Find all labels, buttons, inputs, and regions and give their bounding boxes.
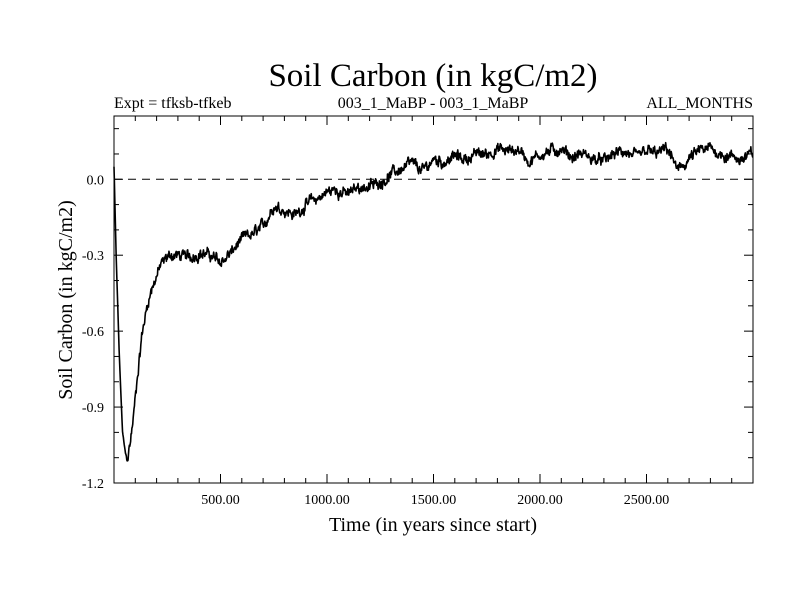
y-tick-label: 0.0: [87, 173, 105, 188]
y-tick-label: -0.6: [82, 325, 104, 340]
x-tick-label: 2500.00: [624, 493, 670, 508]
x-tick-label: 2000.00: [517, 493, 563, 508]
plot-frame: [113, 115, 754, 484]
x-axis-label: Time (in years since start): [329, 514, 537, 536]
period-label: 003_1_MaBP - 003_1_MaBP: [338, 95, 529, 112]
y-tick-label: -1.2: [82, 477, 104, 492]
experiment-label: Expt = tfksb-tfkeb: [114, 95, 231, 112]
soil-carbon-series-line: [113, 141, 754, 462]
x-tick-label: 1500.00: [411, 493, 457, 508]
y-axis-label: Soil Carbon (in kgC/m2): [55, 200, 77, 399]
months-label: ALL_MONTHS: [646, 95, 753, 112]
chart-title: Soil Carbon (in kgC/m2): [268, 58, 597, 94]
plot-area: 500.00 1000.00 1500.00 2000.00 2500.00 -1.2 -0…: [82, 115, 754, 508]
y-tick-label: -0.3: [82, 249, 104, 264]
y-tick-label: -0.9: [82, 401, 104, 416]
x-tick-label: 1000.00: [304, 493, 350, 508]
x-tick-label: 500.00: [201, 493, 240, 508]
